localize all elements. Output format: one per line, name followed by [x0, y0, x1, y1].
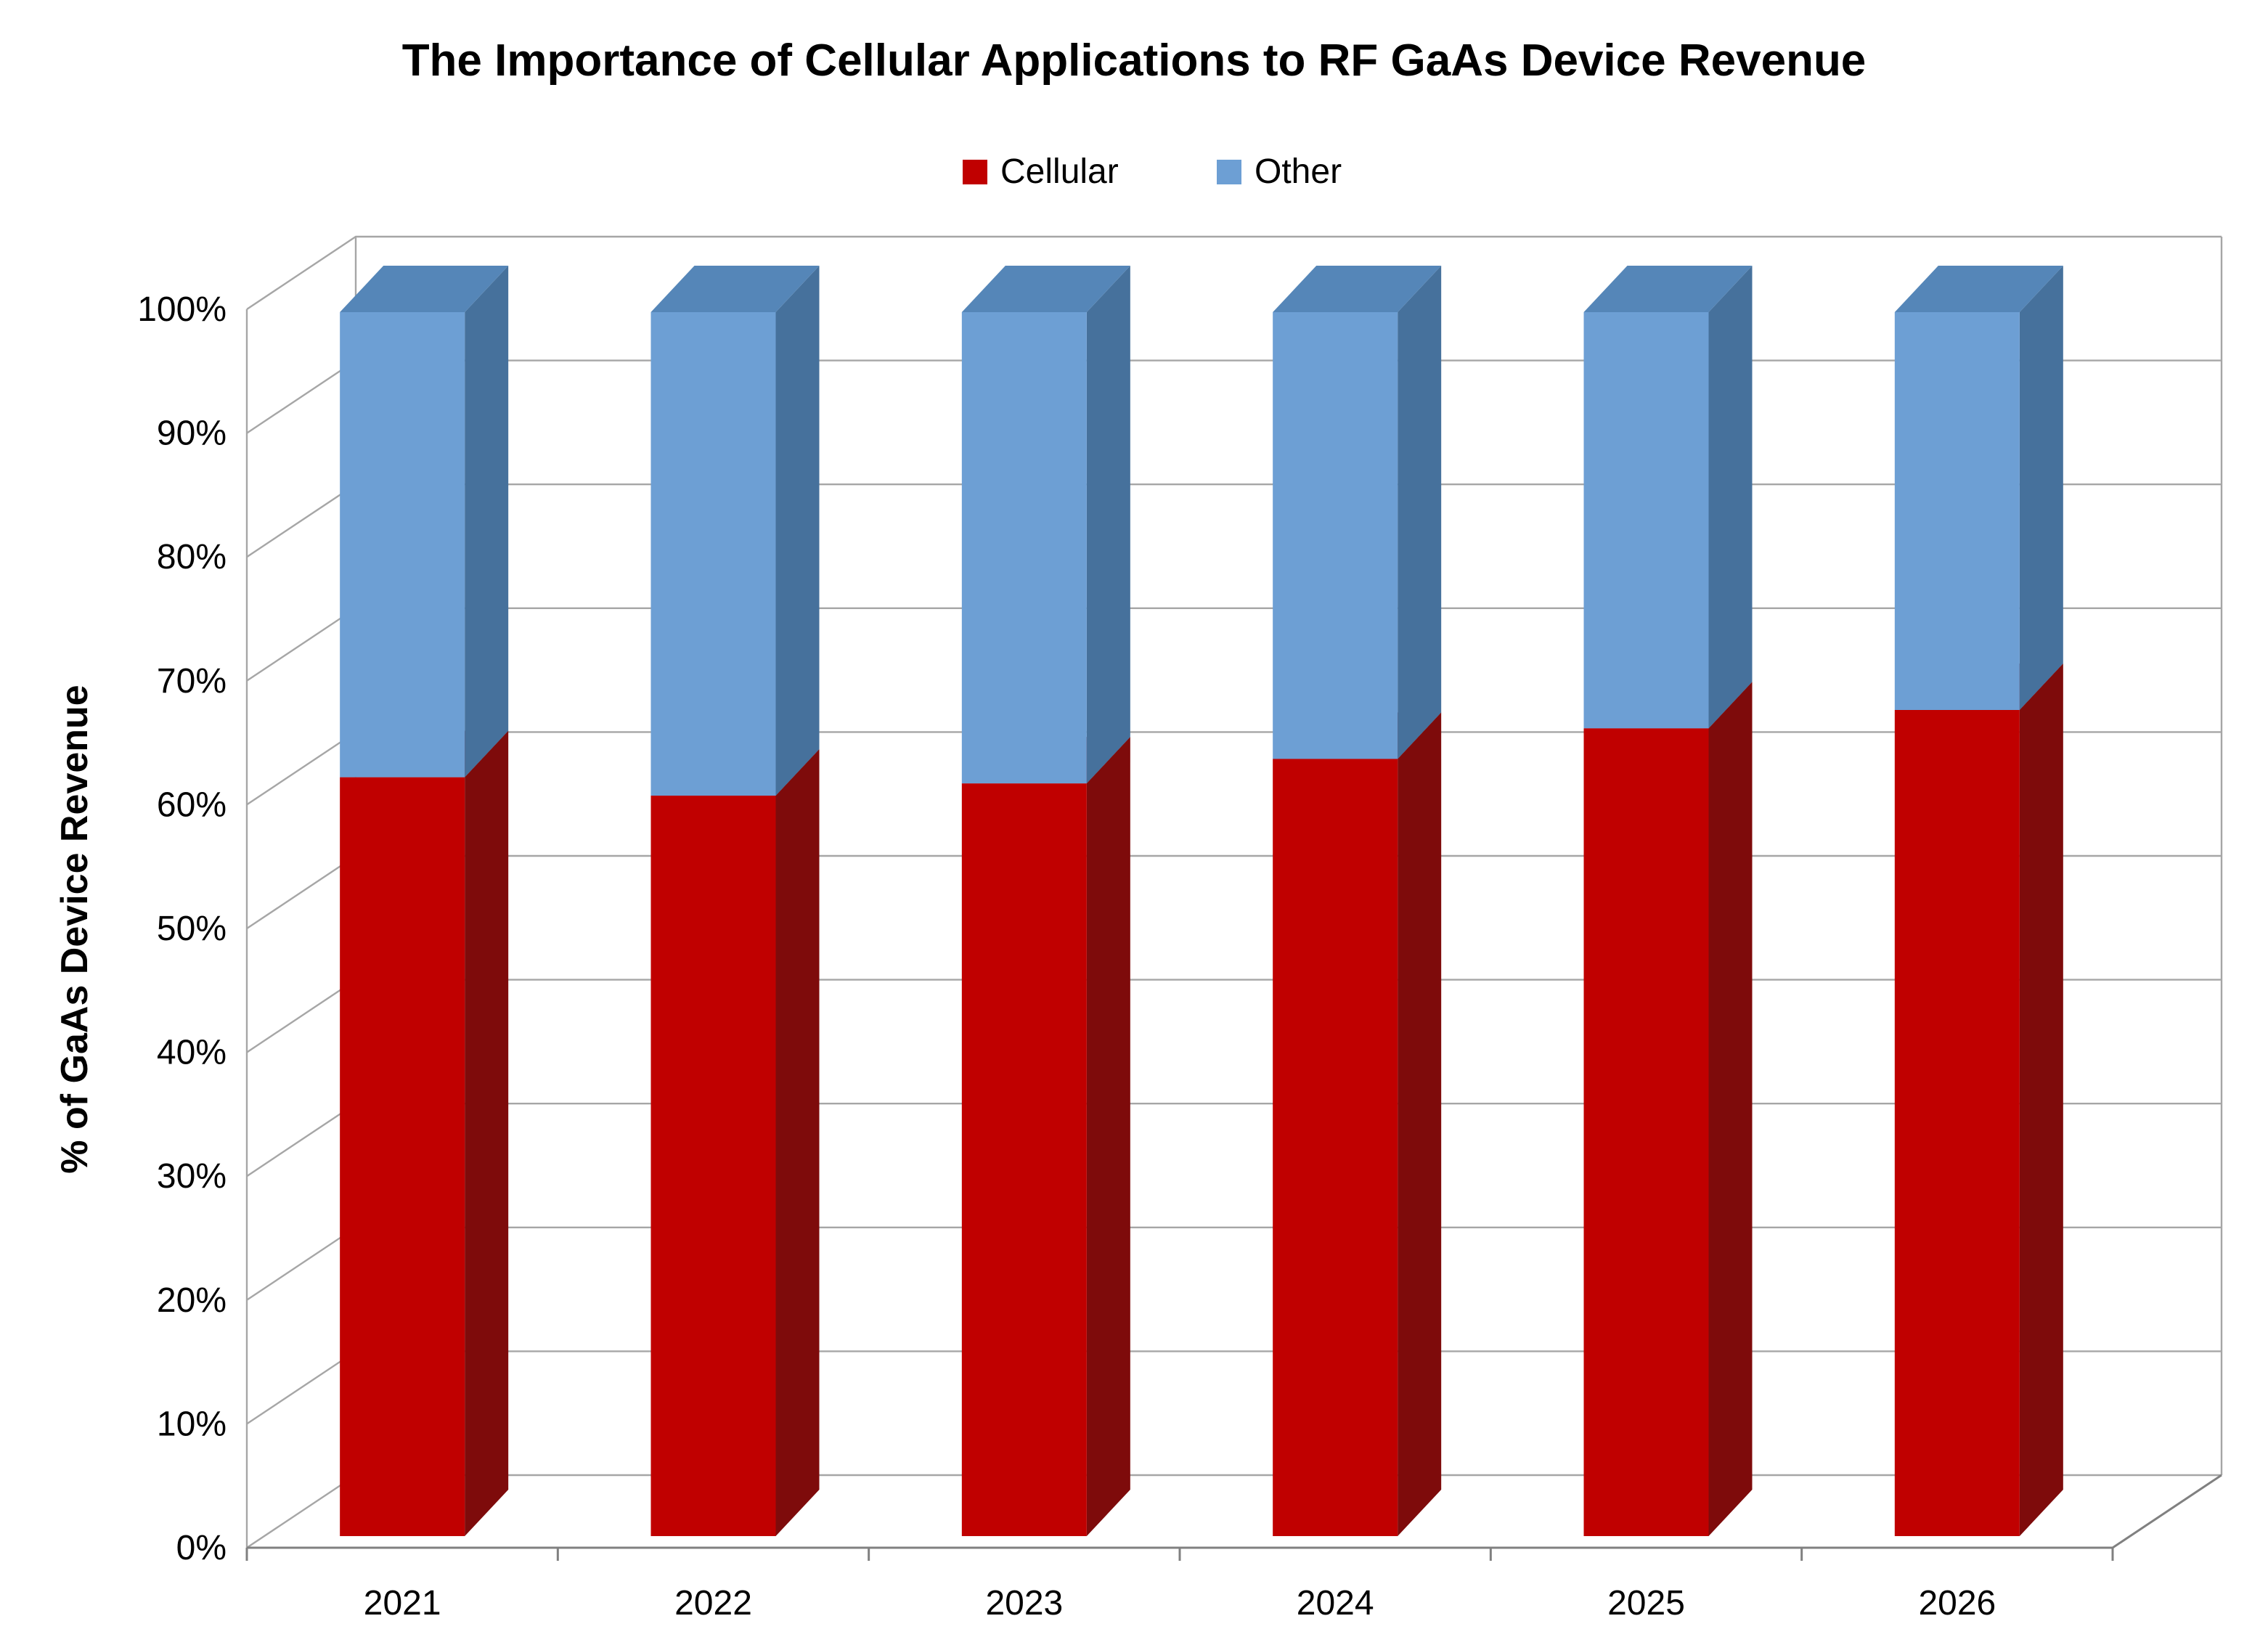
other-bar-top-face — [650, 266, 820, 312]
y-tick-label: 80% — [157, 538, 227, 576]
cellular-bar-front-face — [1894, 709, 2020, 1537]
y-tick-label: 20% — [157, 1281, 227, 1320]
cellular-bar-side-face — [2019, 663, 2063, 1537]
other-bar-side-face — [775, 266, 820, 796]
x-category-label: 2026 — [1918, 1584, 1996, 1622]
legend-label-cellular: Cellular — [1000, 152, 1119, 191]
y-tick-label: 70% — [157, 662, 227, 701]
x-category-label: 2024 — [1297, 1584, 1374, 1622]
cellular-bar-side-face — [1086, 737, 1130, 1536]
cellular-bar-front-face — [650, 795, 776, 1536]
other-bar-side-face — [1086, 266, 1130, 784]
cellular-bar-front-face — [340, 777, 465, 1536]
y-tick-label: 40% — [157, 1034, 227, 1072]
y-tick-label: 50% — [157, 910, 227, 948]
chart-title: The Importance of Cellular Applications … — [402, 36, 1867, 86]
y-tick-label: 0% — [176, 1529, 227, 1567]
other-bar-front-face — [1583, 312, 1709, 729]
other-bar-top-face — [961, 266, 1130, 312]
other-bar-front-face — [1894, 312, 2020, 710]
legend-swatch-other — [1217, 160, 1241, 184]
legend-swatch-cellular — [963, 160, 987, 184]
cellular-bar-side-face — [775, 748, 820, 1536]
cellular-bar-side-face — [1708, 682, 1753, 1536]
other-bar-front-face — [1273, 312, 1398, 759]
y-tick-label: 30% — [157, 1157, 227, 1196]
y-axis-title: % of GaAs Device Revenue — [54, 685, 96, 1173]
other-bar-side-face — [2019, 266, 2063, 710]
plot-area: 0% 10% 20% 30% 40% 50% 60% 70% 80% 90% 100% 2021 202… — [137, 235, 2223, 1622]
other-bar-top-face — [1273, 266, 1442, 312]
other-bar-side-face — [1708, 266, 1753, 729]
legend-label-other: Other — [1255, 152, 1342, 191]
other-bar-side-face — [1398, 266, 1442, 759]
other-bar-top-face — [1583, 266, 1753, 312]
legend: Cellular Other — [963, 152, 1342, 191]
y-tick-label: 100% — [137, 290, 227, 329]
cellular-bar-front-face — [1273, 759, 1398, 1536]
other-bar-front-face — [961, 312, 1087, 784]
cellular-bar-front-face — [961, 783, 1087, 1536]
other-bar-top-face — [1894, 266, 2063, 312]
y-tick-label: 60% — [157, 785, 227, 824]
x-category-label: 2022 — [674, 1584, 752, 1622]
cellular-bar-side-face — [465, 730, 509, 1537]
y-tick-label: 10% — [157, 1405, 227, 1443]
cellular-bar-side-face — [1398, 712, 1442, 1536]
other-bar-top-face — [340, 266, 509, 312]
other-bar-side-face — [465, 266, 509, 777]
cellular-bar-front-face — [1583, 728, 1709, 1536]
other-bar-front-face — [650, 312, 776, 796]
x-category-label: 2023 — [985, 1584, 1063, 1622]
x-category-label: 2025 — [1607, 1584, 1685, 1622]
y-tick-label: 90% — [157, 415, 227, 453]
x-category-label: 2021 — [364, 1584, 441, 1622]
other-bar-front-face — [340, 312, 465, 777]
